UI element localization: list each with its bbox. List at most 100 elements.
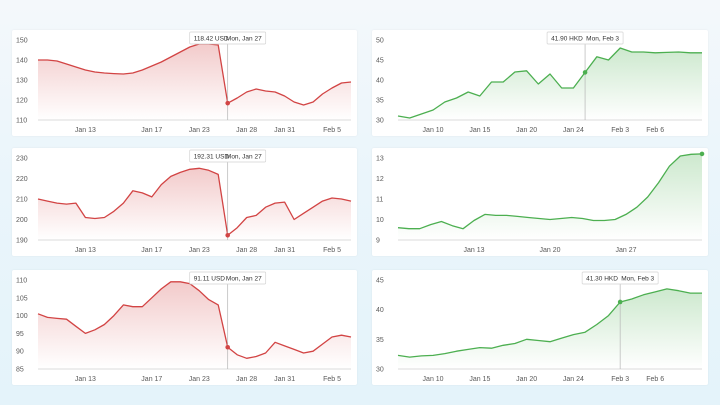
y-tick-label: 35: [376, 98, 384, 105]
highlight-point[interactable]: [225, 232, 230, 238]
x-tick-label: Feb 6: [646, 376, 664, 383]
y-tick-label: 190: [16, 238, 28, 245]
y-tick-label: 140: [16, 58, 28, 65]
x-tick-label: Feb 3: [611, 127, 629, 134]
x-tick-label: Jan 17: [141, 127, 162, 134]
y-tick-label: 100: [16, 313, 28, 320]
series-area: [398, 48, 702, 120]
highlight-point[interactable]: [225, 344, 230, 350]
y-tick-label: 30: [376, 367, 384, 374]
highlight-point[interactable]: [617, 299, 623, 305]
x-tick-label: Feb 6: [646, 127, 664, 134]
x-tick-label: Feb 5: [323, 247, 341, 254]
y-tick-label: 11: [376, 197, 383, 204]
highlight-point[interactable]: [225, 100, 230, 106]
x-tick-label: Feb 5: [323, 127, 341, 134]
y-tick-label: 150: [16, 38, 28, 45]
tooltip-value: 41.90 HKD: [551, 36, 583, 43]
series-area: [398, 153, 702, 240]
series-line[interactable]: [38, 43, 352, 106]
x-tick-label: Jan 23: [189, 127, 210, 134]
y-tick-label: 110: [16, 118, 27, 125]
x-tick-label: Jan 28: [236, 127, 257, 134]
x-tick-label: Jan 15: [469, 127, 490, 134]
y-tick-label: 12: [376, 176, 384, 183]
x-tick-label: Jan 10: [423, 127, 444, 134]
x-tick-label: Jan 28: [236, 376, 257, 383]
y-tick-label: 40: [376, 307, 384, 314]
y-tick-label: 110: [16, 278, 27, 285]
chart-card-6[interactable]: 30 35 40 45 Jan 10 Jan 15 Jan 20 Jan 24 Feb 3 Feb…: [372, 270, 708, 385]
x-tick-label: Jan 28: [236, 247, 257, 254]
x-tick-label: Jan 13: [463, 247, 484, 254]
x-tick-label: Jan 13: [75, 247, 96, 254]
x-tick-label: Jan 31: [274, 376, 295, 383]
y-tick-label: 210: [16, 197, 28, 204]
y-tick-label: 30: [376, 118, 384, 125]
x-tick-label: Jan 20: [516, 127, 537, 134]
chart-svg: 9 10 11 12 13 Jan 13 Jan 20 Jan 27: [376, 151, 705, 254]
y-tick-label: 13: [376, 156, 384, 163]
y-tick-label: 90: [16, 349, 24, 356]
chart-card-2[interactable]: 30 35 40 45 50 Jan 10 Jan 15 Jan 20 Jan 24 Feb 3 F…: [372, 30, 708, 136]
y-tick-label: 220: [16, 176, 28, 183]
y-tick-label: 10: [376, 217, 384, 224]
chart-card-1[interactable]: 110 120 130 140 150 Jan 13 Jan 17 Jan 23 Jan 28 J…: [12, 30, 357, 136]
tooltip-value: 41.30 HKD: [586, 276, 618, 283]
series-area: [38, 168, 351, 240]
chart-card-4[interactable]: 9 10 11 12 13 Jan 13 Jan 20 Jan 27: [372, 148, 708, 256]
x-tick-label: Feb 3: [611, 376, 629, 383]
chart-card-3[interactable]: 190 200 210 220 230 Jan 13 Jan 17 Jan 23 Jan 28 J…: [12, 148, 357, 256]
x-tick-label: Jan 17: [141, 247, 162, 254]
series-area: [38, 281, 351, 369]
y-tick-label: 40: [376, 78, 384, 85]
series-line[interactable]: [397, 288, 702, 358]
y-tick-label: 45: [376, 278, 384, 285]
chart-svg: 30 35 40 45 50 Jan 10 Jan 15 Jan 20 Jan 24 Feb 3 F…: [376, 31, 702, 134]
series-area: [398, 288, 702, 369]
y-tick-label: 105: [16, 295, 28, 302]
x-tick-label: Jan 24: [563, 376, 584, 383]
tooltip-date: Mon, Feb 3: [621, 276, 654, 283]
chart-svg: 190 200 210 220 230 Jan 13 Jan 17 Jan 23 Jan 28 J…: [16, 149, 352, 254]
tooltip-value: 91.11 USD: [194, 276, 226, 283]
x-tick-label: Jan 31: [274, 127, 295, 134]
chart-card-5[interactable]: 85 90 95 100 105 110 Jan 13 Jan 17 Jan 23 Jan 28 J…: [12, 270, 357, 385]
y-tick-label: 50: [376, 38, 384, 45]
tooltip-date: Mon, Feb 3: [586, 36, 619, 43]
chart-svg: 30 35 40 45 Jan 10 Jan 15 Jan 20 Jan 24 Feb 3 Feb…: [376, 271, 702, 383]
y-tick-label: 45: [376, 58, 384, 65]
tooltip-value: 118.42 USD: [194, 36, 229, 43]
x-tick-label: Jan 23: [189, 376, 210, 383]
y-tick-label: 95: [16, 331, 24, 338]
highlight-point[interactable]: [582, 70, 588, 75]
y-tick-label: 120: [16, 98, 28, 105]
series-line[interactable]: [37, 167, 352, 236]
x-tick-label: Jan 23: [189, 247, 210, 254]
x-tick-label: Feb 5: [323, 376, 341, 383]
x-tick-label: Jan 10: [423, 376, 444, 383]
tooltip-date: Mon, Jan 27: [226, 276, 262, 283]
x-tick-label: Jan 15: [469, 376, 490, 383]
x-tick-label: Jan 13: [75, 376, 96, 383]
x-tick-label: Jan 20: [539, 247, 560, 254]
tooltip: 41.90 HKD Mon, Feb 3: [546, 31, 624, 45]
chart-svg: 110 120 130 140 150 Jan 13 Jan 17 Jan 23 Jan 28 J…: [16, 31, 352, 134]
y-tick-label: 35: [376, 337, 384, 344]
tooltip-value: 192.31 USD: [194, 154, 230, 161]
x-tick-label: Jan 17: [141, 376, 162, 383]
y-tick-label: 85: [16, 367, 24, 374]
tooltip: 91.11 USD Mon, Jan 27: [189, 271, 267, 285]
series-line[interactable]: [37, 281, 352, 359]
y-tick-label: 9: [376, 238, 380, 245]
highlight-point[interactable]: [699, 151, 705, 157]
chart-svg: 85 90 95 100 105 110 Jan 13 Jan 17 Jan 23 Jan 28 J…: [16, 271, 352, 383]
y-tick-label: 130: [16, 78, 28, 85]
series-line[interactable]: [397, 153, 703, 230]
tooltip-date: Mon, Jan 27: [226, 36, 262, 43]
x-tick-label: Jan 31: [274, 247, 295, 254]
series-line[interactable]: [397, 47, 702, 119]
tooltip-date: Mon, Jan 27: [226, 154, 262, 161]
x-tick-label: Jan 24: [563, 127, 584, 134]
